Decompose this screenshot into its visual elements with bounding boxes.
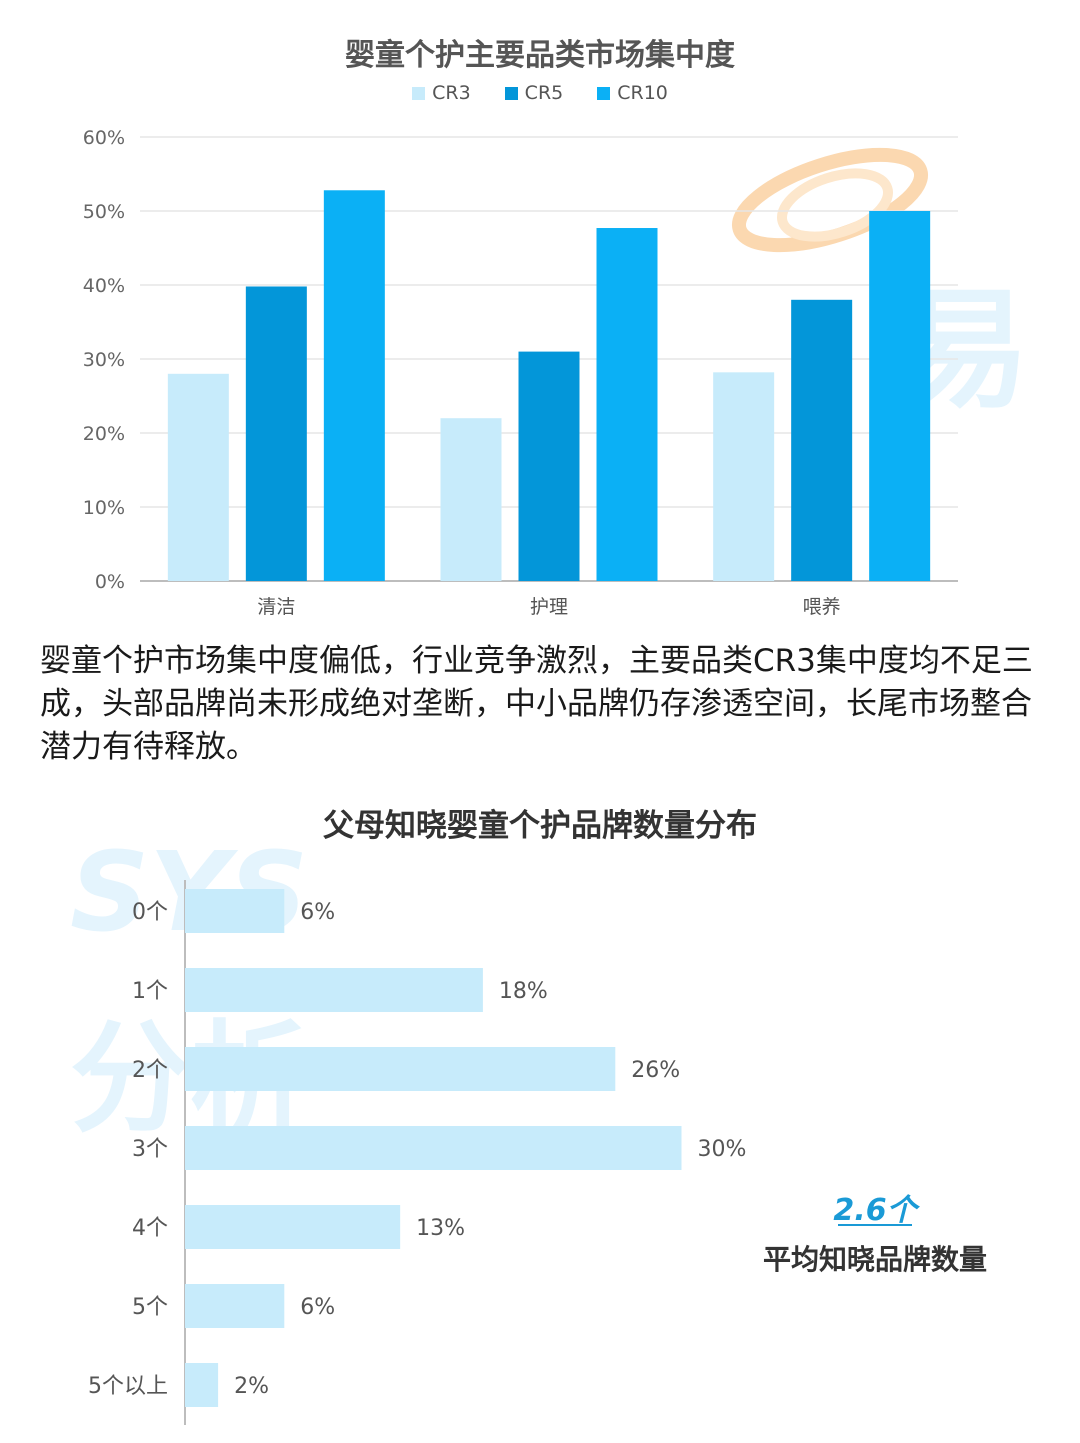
chart2-title: 父母知晓婴童个护品牌数量分布 (323, 808, 757, 844)
y-tick-label: 10% (83, 497, 125, 519)
x-tick-label: 清洁 (257, 596, 295, 618)
legend-label: CR5 (524, 82, 564, 104)
chart1-legend: CR3 CR5 CR10 (0, 82, 1080, 104)
chart1-title: 婴童个护主要品类市场集中度 (345, 38, 735, 73)
summary-paragraph: 婴童个护市场集中度偏低，行业竞争激烈，主要品类CR3集中度均不足三成，头部品牌尚… (40, 643, 1033, 765)
legend-swatch (597, 86, 611, 100)
bar (185, 968, 483, 1012)
category-label: 1个 (132, 979, 168, 1004)
y-tick-label: 30% (83, 349, 125, 371)
bar (185, 1126, 682, 1170)
average-underline (838, 1224, 912, 1226)
bar-cr10 (596, 228, 658, 581)
bar (185, 889, 285, 933)
category-label: 4个 (132, 1216, 168, 1241)
bar-cr3 (713, 372, 775, 581)
legend-label: CR10 (617, 82, 668, 104)
legend-swatch (412, 86, 426, 100)
y-tick-label: 0% (95, 571, 125, 593)
value-label: 6% (300, 1295, 335, 1320)
value-label: 30% (698, 1137, 747, 1162)
legend-swatch (504, 86, 518, 100)
bar-cr5 (518, 351, 580, 581)
bar-cr5 (245, 286, 307, 581)
y-tick-label: 60% (83, 127, 125, 149)
y-tick-label: 20% (83, 423, 125, 445)
x-tick-label: 护理 (530, 596, 568, 618)
average-label: 平均知晓品牌数量 (762, 1243, 987, 1276)
legend-item-cr3: CR3 (412, 82, 471, 104)
bar-cr3 (440, 418, 502, 581)
chart2-plot: 0个 6% 1个 18% 2个 26% 3个 30% 4个 13% 5个 6% 5个以上 2% (88, 880, 747, 1425)
average-value: 2.6个 (833, 1193, 917, 1228)
legend-item-cr10: CR10 (597, 82, 668, 104)
bar-cr10 (323, 190, 385, 581)
category-label: 5个 (132, 1295, 168, 1320)
chart1-plot: 0% 10% 20% 30% 40% 50% 60% 清洁 护理 喂养 (83, 127, 958, 618)
value-label: 13% (416, 1216, 465, 1241)
x-tick-label: 喂养 (803, 596, 841, 618)
legend-item-cr5: CR5 (504, 82, 564, 104)
category-label: 2个 (132, 1058, 168, 1083)
bar (185, 1363, 219, 1407)
bar-cr5 (791, 299, 853, 581)
category-label: 3个 (132, 1137, 168, 1162)
bar-cr3 (167, 373, 229, 581)
bar (185, 1205, 401, 1249)
value-label: 26% (631, 1058, 680, 1083)
category-label: 0个 (132, 900, 168, 925)
value-label: 2% (234, 1374, 269, 1399)
y-tick-label: 50% (83, 201, 125, 223)
bar (185, 1284, 285, 1328)
category-label: 5个以上 (88, 1374, 168, 1399)
value-label: 18% (499, 979, 548, 1004)
y-tick-label: 40% (83, 275, 125, 297)
value-label: 6% (300, 900, 335, 925)
legend-label: CR3 (432, 82, 471, 104)
bar (185, 1047, 616, 1091)
bar-cr10 (869, 211, 931, 581)
